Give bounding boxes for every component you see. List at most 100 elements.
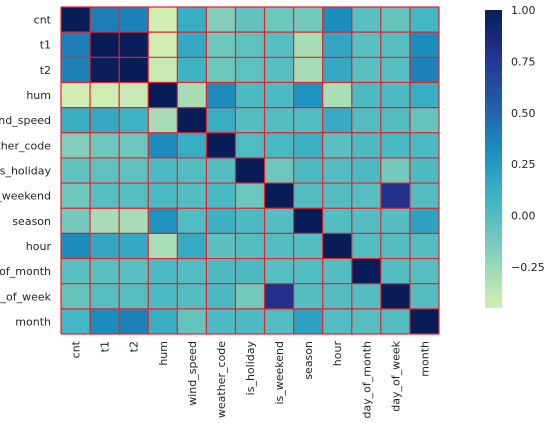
heatmap-cell-t2-t2: [119, 57, 149, 83]
heatmap-cell-day_of_week-is_weekend: [264, 283, 294, 310]
heatmap-cell-cnt-hum: [148, 7, 178, 33]
heatmap-cell-t1-cnt: [61, 32, 91, 58]
heatmap-cell-t1-t2: [119, 32, 149, 58]
heatmap-cell-is_weekend-t2: [119, 183, 149, 209]
heatmap-cells: [61, 7, 440, 335]
heatmap-cell-weather_code-season: [293, 132, 323, 159]
heatmap-cell-t1-month: [409, 32, 440, 58]
heatmap-cell-t2-month: [409, 57, 440, 83]
heatmap-cell-wind_speed-weather_code: [206, 107, 236, 134]
heatmap-cell-weather_code-wind_speed: [177, 132, 207, 159]
x-tick-label-wind_speed: wind_speed: [186, 341, 199, 406]
heatmap-cell-weather_code-weather_code: [206, 132, 236, 159]
heatmap-grid-lines: [60, 6, 440, 335]
heatmap-cell-is_weekend-is_weekend: [264, 183, 294, 209]
heatmap-cell-season-weather_code: [206, 208, 236, 234]
heatmap-cell-day_of_month-month: [409, 258, 440, 284]
x-tick-label-day_of_month: day_of_month: [360, 341, 373, 419]
heatmap-cell-month-hum: [148, 308, 178, 335]
heatmap-cell-hour-wind_speed: [177, 233, 207, 259]
heatmap-cell-wind_speed-wind_speed: [177, 107, 207, 134]
heatmap-cell-weather_code-t2: [119, 132, 149, 159]
heatmap-cell-hour-is_holiday: [235, 233, 265, 259]
heatmap-cell-day_of_week-month: [409, 283, 440, 310]
heatmap-cell-t1-season: [293, 32, 323, 58]
heatmap-cell-weather_code-day_of_month: [351, 132, 382, 159]
heatmap-cell-hum-hum: [148, 82, 178, 108]
heatmap-cell-wind_speed-day_of_week: [380, 107, 411, 134]
heatmap-cell-hum-day_of_month: [351, 82, 382, 108]
y-tick-label-is_holiday: is_holiday: [0, 165, 51, 178]
heatmap-cell-season-cnt: [61, 208, 91, 234]
heatmap-cell-hum-t2: [119, 82, 149, 108]
heatmap-cell-t1-day_of_week: [380, 32, 411, 58]
x-tick-label-day_of_week: day_of_week: [389, 340, 402, 411]
heatmap-cell-month-cnt: [61, 308, 91, 335]
heatmap-cell-t2-day_of_month: [351, 57, 382, 83]
heatmap-cell-day_of_week-t1: [90, 283, 120, 310]
heatmap-cell-cnt-weather_code: [206, 7, 236, 33]
heatmap-cell-wind_speed-is_weekend: [264, 107, 294, 134]
heatmap-cell-month-hour: [322, 308, 353, 335]
heatmap-cell-month-day_of_week: [380, 308, 411, 335]
x-axis-tick-labels: cnt t1 t2 hum wind_speed weather_code is_holid…: [70, 340, 432, 418]
heatmap-cell-is_weekend-month: [409, 183, 440, 209]
heatmap-cell-day_of_month-hum: [148, 258, 178, 284]
heatmap-cell-cnt-t1: [90, 7, 120, 33]
heatmap-cell-t2-hum: [148, 57, 178, 83]
heatmap-cell-hour-season: [293, 233, 323, 259]
heatmap-cell-t2-is_holiday: [235, 57, 265, 83]
heatmap-cell-cnt-t2: [119, 7, 149, 33]
heatmap-cell-is_holiday-month: [409, 157, 440, 184]
heatmap-cell-season-day_of_week: [380, 208, 411, 234]
heatmap-cell-hour-cnt: [61, 233, 91, 259]
heatmap-cell-is_holiday-season: [293, 157, 323, 184]
heatmap-cell-month-is_weekend: [264, 308, 294, 335]
heatmap-cell-day_of_week-t2: [119, 283, 149, 310]
heatmap-cell-month-t1: [90, 308, 120, 335]
heatmap-cell-cnt-hour: [322, 7, 353, 33]
heatmap-cell-cnt-season: [293, 7, 323, 33]
heatmap-cell-t1-is_holiday: [235, 32, 265, 58]
heatmap-cell-hum-cnt: [61, 82, 91, 108]
heatmap-cell-day_of_week-cnt: [61, 283, 91, 310]
heatmap-cell-t2-weather_code: [206, 57, 236, 83]
x-tick-label-season: season: [302, 341, 315, 380]
heatmap-cell-hour-is_weekend: [264, 233, 294, 259]
heatmap-cell-hour-hour: [322, 233, 353, 259]
x-tick-label-t1: t1: [99, 341, 112, 352]
heatmap-cell-weather_code-month: [409, 132, 440, 159]
heatmap-cell-is_weekend-weather_code: [206, 183, 236, 209]
heatmap-cell-day_of_week-hour: [322, 283, 353, 310]
y-tick-label-day_of_month: day_of_month: [0, 265, 51, 278]
heatmap-cell-is_weekend-t1: [90, 183, 120, 209]
heatmap-cell-is_weekend-hum: [148, 183, 178, 209]
heatmap-cell-is_weekend-hour: [322, 183, 353, 209]
heatmap-cell-wind_speed-t1: [90, 107, 120, 134]
y-tick-label-is_weekend: is_weekend: [0, 190, 51, 203]
heatmap-cell-t2-t1: [90, 57, 120, 83]
heatmap-cell-cnt-is_holiday: [235, 7, 265, 33]
x-tick-label-hour: hour: [331, 341, 344, 367]
heatmap-cell-season-day_of_month: [351, 208, 382, 234]
heatmap-cell-day_of_week-season: [293, 283, 323, 310]
colorbar-tick-label: 1.00: [511, 4, 536, 17]
heatmap-cell-cnt-day_of_week: [380, 7, 411, 33]
heatmap-cell-cnt-wind_speed: [177, 7, 207, 33]
y-tick-label-hum: hum: [26, 89, 51, 102]
heatmap-cell-cnt-is_weekend: [264, 7, 294, 33]
heatmap-cell-is_holiday-day_of_month: [351, 157, 382, 184]
heatmap-cell-day_of_month-wind_speed: [177, 258, 207, 284]
heatmap-cell-t1-hum: [148, 32, 178, 58]
y-tick-label-season: season: [12, 215, 51, 228]
heatmap-cell-weather_code-day_of_week: [380, 132, 411, 159]
colorbar-tick-label: 0.25: [511, 158, 536, 171]
heatmap-cell-t2-season: [293, 57, 323, 83]
y-tick-label-weather_code: weather_code: [0, 139, 51, 152]
heatmap-cell-day_of_week-wind_speed: [177, 283, 207, 310]
heatmap-cell-wind_speed-hum: [148, 107, 178, 134]
colorbar-tick-label: 0.50: [511, 107, 536, 120]
heatmap-cell-t2-wind_speed: [177, 57, 207, 83]
x-tick-label-month: month: [418, 341, 431, 377]
heatmap-cell-t2-hour: [322, 57, 353, 83]
